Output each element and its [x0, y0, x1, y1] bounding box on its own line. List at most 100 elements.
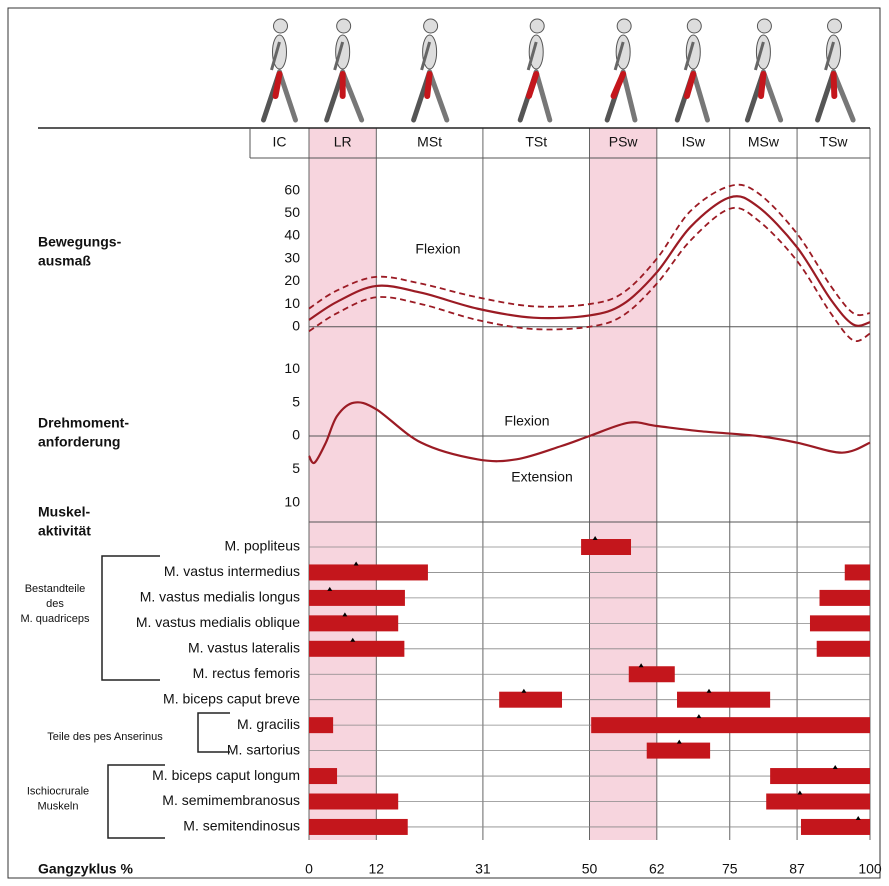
phase-label: LR [334, 134, 352, 150]
figure-head [530, 19, 544, 33]
phase-shading [309, 128, 376, 840]
panel-label: anforderung [38, 434, 120, 450]
activity-bar [801, 819, 870, 835]
figure-leg [763, 72, 780, 120]
x-tick-label: 50 [582, 861, 598, 877]
activity-bar [629, 666, 675, 682]
group-label: Bestandteile [25, 583, 86, 595]
x-tick-label: 100 [858, 861, 882, 877]
muscle-label: M. vastus lateralis [188, 640, 300, 656]
group-bracket [198, 713, 230, 752]
x-tick-label: 62 [649, 861, 665, 877]
phase-shading [590, 128, 657, 840]
walking-figure [414, 19, 447, 120]
peak-marker [856, 816, 861, 820]
muscle-label: M. semimembranosus [162, 792, 300, 808]
activity-bar [309, 641, 404, 657]
walking-figure [818, 19, 854, 120]
panel-label: aktivität [38, 523, 91, 539]
figure-head [617, 19, 631, 33]
activity-bar [810, 615, 870, 631]
x-tick-label: 87 [789, 861, 805, 877]
peak-marker [677, 740, 682, 744]
y-tick-label: 60 [284, 181, 300, 197]
activity-bar [309, 615, 398, 631]
figure-leg [430, 72, 447, 120]
peak-marker [521, 689, 526, 693]
y-tick-label: 5 [292, 393, 300, 409]
group-label: Muskeln [38, 800, 79, 812]
muscle-label: M. sartorius [227, 741, 300, 757]
panel-label: ausmaß [38, 253, 91, 269]
muscle-label: M. vastus intermedius [164, 563, 300, 579]
muscle-label: M. biceps caput longum [152, 767, 300, 783]
muscle-label: M. gracilis [237, 716, 300, 732]
activity-bar [591, 717, 870, 733]
figure-head [337, 19, 351, 33]
muscle-label: M. vastus medialis oblique [136, 614, 300, 630]
figure-thigh [427, 74, 429, 96]
walking-figure [327, 19, 362, 120]
muscle-label: M. vastus medialis longus [140, 589, 300, 605]
activity-bar [309, 794, 398, 810]
figure-leg [693, 72, 707, 120]
group-label: M. quadriceps [20, 613, 90, 625]
x-tick-label: 12 [369, 861, 385, 877]
walking-figure [520, 19, 550, 120]
peak-marker [706, 689, 711, 693]
panel-label: Bewegungs- [38, 234, 122, 250]
peak-marker [797, 791, 802, 795]
activity-bar [647, 743, 710, 759]
activity-bar [817, 641, 870, 657]
figure-head [424, 19, 438, 33]
muscle-label: M. popliteus [225, 538, 300, 554]
y-tick-label: 50 [284, 204, 300, 220]
activity-bar [309, 717, 333, 733]
annotation: Flexion [504, 413, 549, 429]
activity-bar [309, 819, 408, 835]
phase-label: TSw [820, 134, 849, 150]
figure-head [687, 19, 701, 33]
group-label: des [46, 598, 64, 610]
muscle-label: M. biceps caput breve [163, 690, 300, 706]
phase-label: IC [273, 134, 287, 150]
phase-label: ISw [682, 134, 706, 150]
figure-leg [536, 72, 550, 120]
activity-bar [499, 692, 562, 708]
y-tick-label: 30 [284, 249, 300, 265]
group-label: Ischiocrurale [27, 785, 89, 797]
y-tick-label: 10 [284, 493, 300, 509]
y-tick-label: 10 [284, 360, 300, 376]
activity-bar [309, 590, 405, 606]
y-tick-label: 40 [284, 227, 300, 243]
activity-bar [309, 564, 428, 580]
group-label: Teile des pes Anserinus [47, 731, 163, 743]
phase-label: MSw [748, 134, 780, 150]
activity-bar [845, 564, 870, 580]
activity-bar [770, 768, 870, 784]
figure-thigh [761, 74, 763, 96]
x-axis-label: Gangzyklus % [38, 861, 133, 877]
y-tick-label: 0 [292, 317, 300, 333]
annotation: Extension [511, 469, 572, 485]
activity-bar [820, 590, 870, 606]
y-tick-label: 5 [292, 460, 300, 476]
x-tick-label: 0 [305, 861, 313, 877]
phase-label: MSt [417, 134, 442, 150]
figure-thigh [276, 74, 280, 96]
walking-figure [607, 19, 635, 120]
muscle-label: M. semitendinosus [183, 818, 300, 834]
y-tick-label: 0 [292, 427, 300, 443]
walking-figure [677, 19, 707, 120]
panel-label: Drehmoment- [38, 415, 129, 431]
figure-head [828, 19, 842, 33]
walking-figure [747, 19, 780, 120]
figure-leg [280, 72, 296, 120]
activity-bar [677, 692, 770, 708]
peak-marker [696, 714, 701, 718]
gait-chart: Gangzyklus % ICLRMStTStPSwISwMSwTSw01231… [0, 0, 889, 886]
figure-head [274, 19, 288, 33]
annotation: Flexion [415, 241, 460, 257]
x-tick-label: 31 [475, 861, 491, 877]
figure-thigh [529, 74, 536, 96]
